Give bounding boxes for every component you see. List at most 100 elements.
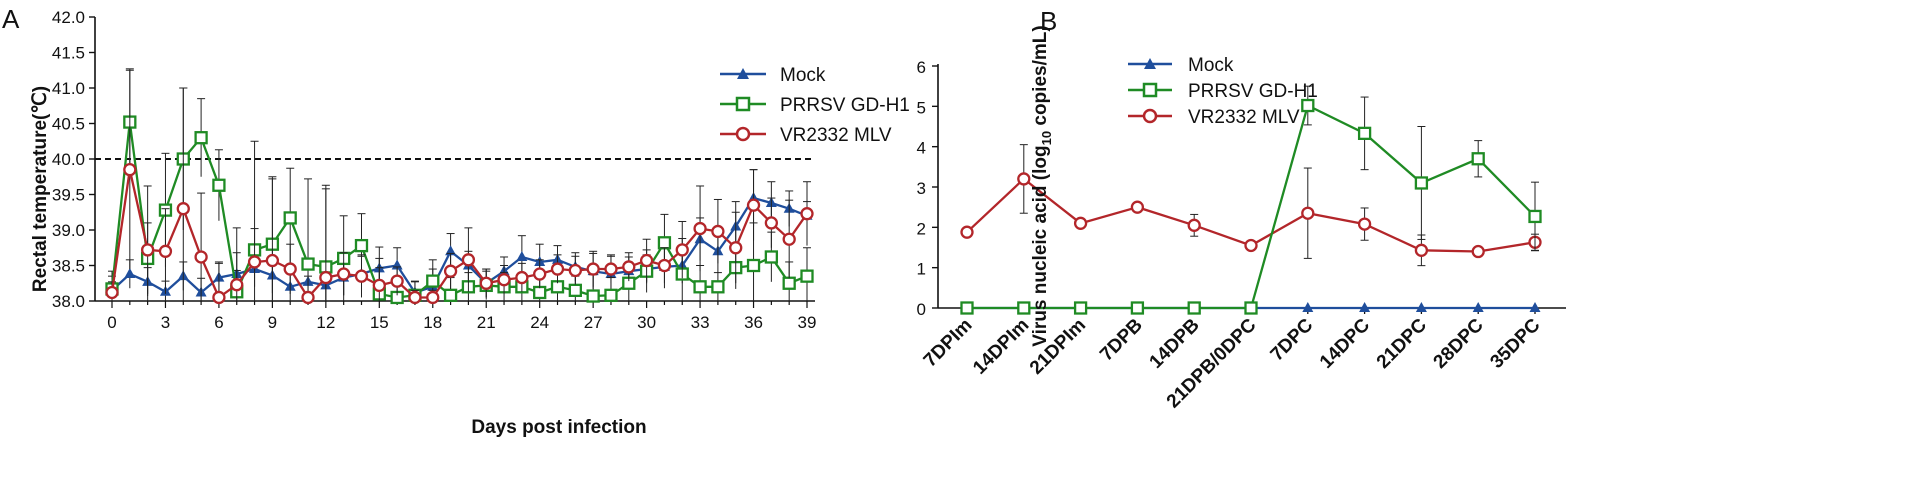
chart-b-point-mock [1302, 302, 1314, 312]
chart-b-ylabel-log: log [1030, 145, 1051, 174]
chart-b-ylabel-main: Virus nucleic acid [1030, 185, 1051, 346]
chart-b-ylabel-open: ( [1030, 173, 1051, 185]
chart-b-point-prrsv [1471, 152, 1485, 166]
chart-b-point-mock [1472, 302, 1484, 312]
chart-b-point-prrsv [1414, 176, 1429, 190]
chart-b-ylabel-rest: copies/mL) [1030, 25, 1051, 131]
chart-a-xtick-label: 6 [214, 313, 223, 332]
legend-b-prrsv-marker [1142, 82, 1158, 98]
chart-a-point-vr [764, 216, 779, 230]
chart-b-point-vr [1357, 217, 1372, 231]
chart-a-temperature: 38.038.539.039.540.040.541.041.542.00 3 6 9… [52, 8, 817, 332]
legend-a-prrsv-marker [735, 96, 751, 112]
chart-a-xtick-label: 12 [316, 313, 335, 332]
chart-a-point-vr [461, 253, 476, 267]
chart-b-point-prrsv [1301, 98, 1315, 113]
chart-a-point-prrsv [533, 285, 547, 300]
chart-a-point-prrsv [711, 280, 725, 294]
chart-a-point-mock [516, 250, 528, 261]
chart-a-point-prrsv [657, 236, 672, 250]
chart-a-xtick-label: 27 [584, 313, 603, 332]
chart-b-point-vr [1301, 206, 1315, 220]
chart-b-point-prrsv [1073, 301, 1088, 315]
chart-a-point-vr [675, 243, 689, 257]
legend-a-mock-label: Mock [780, 65, 826, 86]
chart-a-ylabel: Rectal temperature(℃) [30, 86, 51, 292]
chart-a-point-vr [533, 267, 547, 281]
chart-b-ytick-label: 4 [917, 139, 926, 158]
chart-a-point-vr [123, 162, 137, 177]
chart-a-point-prrsv [782, 276, 796, 290]
chart-b-point-vr [960, 225, 974, 239]
chart-b-ytick-label: 0 [917, 300, 926, 319]
chart-a-point-prrsv [283, 211, 297, 225]
chart-b-xtick-label: 35DPC [1486, 314, 1544, 372]
chart-a-point-vr [354, 269, 369, 283]
chart-a-ytick-label: 38.0 [52, 292, 85, 311]
chart-a-point-vr [586, 262, 600, 276]
chart-a-xtick-label: 21 [477, 313, 496, 332]
legend-b-vr-label: VR2332 MLV [1188, 107, 1300, 128]
chart-b-point-mock [1415, 302, 1427, 312]
legend-a-mock-marker [737, 68, 749, 79]
chart-b-ytick-label: 5 [917, 98, 926, 117]
chart-a-point-prrsv [301, 257, 315, 271]
legend-a-vr-label: VR2332 MLV [780, 125, 892, 146]
chart-a-point-prrsv [586, 289, 600, 303]
chart-a-xlabel: Days post infection [471, 417, 646, 438]
chart-b-xtick-label: 28DPC [1430, 314, 1488, 372]
chart-b-point-vr [1073, 216, 1088, 230]
chart-a-point-vr [550, 262, 565, 276]
chart-a-point-vr [515, 270, 529, 285]
legend-a-prrsv-label: PRRSV GD-H1 [780, 95, 910, 116]
chart-a-point-vr [782, 232, 796, 246]
chart-b-series-prrsv [960, 85, 1542, 315]
chart-a-xtick-label: 39 [798, 313, 817, 332]
chart-a-point-vr [176, 202, 190, 216]
legend-b-mock-marker [1144, 58, 1156, 69]
chart-b-legend: Mock PRRSV GD-H1 VR2332 MLV [1128, 55, 1318, 128]
chart-a-point-vr [230, 278, 244, 292]
chart-a-point-vr [247, 255, 262, 269]
chart-a-point-vr [283, 262, 297, 276]
chart-a-point-vr [800, 207, 814, 221]
chart-b-ytick-label: 2 [917, 219, 926, 238]
chart-b-point-vr [1414, 243, 1429, 257]
chart-a-series-prrsv [105, 68, 814, 305]
chart-a-xtick-label: 3 [161, 313, 170, 332]
chart-b-point-vr [1187, 218, 1201, 232]
chart-a-ytick-label: 42.0 [52, 8, 85, 27]
chart-a-point-vr [729, 241, 743, 255]
chart-b-point-prrsv [1187, 301, 1201, 315]
chart-b-point-prrsv [1130, 301, 1145, 315]
chart-a-xtick-label: 30 [637, 313, 656, 332]
chart-b-ylabel-sub: 10 [1039, 131, 1054, 145]
legend-b-prrsv-label: PRRSV GD-H1 [1188, 81, 1318, 102]
chart-b-ytick-label: 1 [917, 260, 926, 279]
chart-a-point-vr [657, 258, 672, 273]
chart-a-ytick-label: 41.0 [52, 79, 85, 98]
chart-b-point-prrsv [1244, 301, 1258, 315]
chart-a-point-prrsv [194, 131, 208, 145]
chart-a-point-mock [445, 245, 457, 256]
chart-a-point-vr [693, 221, 707, 236]
chart-a-ytick-label: 39.0 [52, 221, 85, 240]
chart-a-point-prrsv [443, 288, 458, 302]
chart-a-point-vr [497, 273, 511, 287]
chart-a-point-vr [408, 290, 422, 305]
chart-a-ytick-label: 41.5 [52, 44, 85, 63]
chart-a-point-vr [140, 243, 155, 257]
chart-b-point-prrsv [1357, 126, 1372, 141]
chart-b-point-vr [1471, 244, 1485, 259]
chart-b-point-prrsv [1528, 209, 1542, 224]
chart-a-line-mock [111, 196, 808, 295]
chart-a-point-prrsv [764, 250, 779, 264]
panel-label-b: B [1040, 6, 1057, 36]
chart-a-ytick-label: 39.5 [52, 186, 85, 205]
chart-a-point-vr [265, 253, 280, 268]
chart-a-point-vr [426, 290, 440, 305]
chart-a-point-prrsv [212, 178, 226, 192]
chart-a-point-vr [479, 276, 493, 290]
chart-b-point-prrsv [1017, 301, 1031, 315]
chart-a-ytick-label: 40.5 [52, 115, 85, 134]
